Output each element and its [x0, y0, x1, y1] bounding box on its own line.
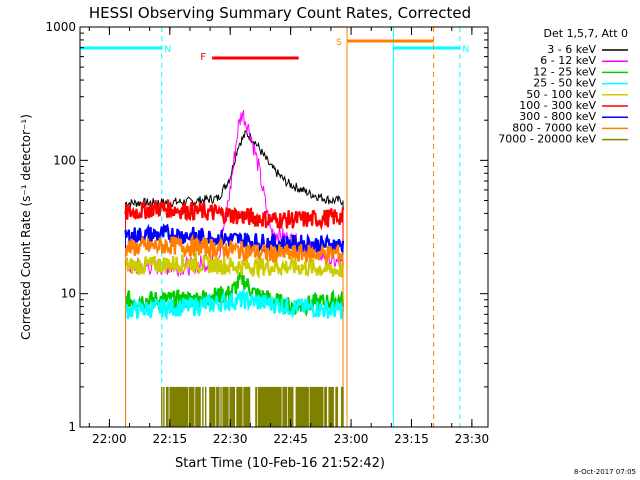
plot-area: N N S F: [79, 27, 469, 427]
chart-title: HESSI Observing Summary Count Rates, Cor…: [89, 4, 471, 22]
legend-label: 6 - 12 keV: [540, 54, 596, 67]
legend-label: 300 - 800 keV: [519, 110, 596, 123]
axes: 1 10 100 1000 22:00 22:15 22:30 22:45 23:00 23:15…: [45, 20, 489, 446]
legend-label: 50 - 100 keV: [526, 88, 596, 101]
y-tick-label: 1: [68, 420, 76, 434]
x-tick-label: 22:15: [153, 432, 188, 446]
series-line: [125, 129, 344, 209]
night-label: N: [462, 45, 469, 55]
y-axis-label: Corrected Count Rate (s⁻¹ detector⁻¹): [19, 114, 33, 340]
series-line: [124, 223, 345, 255]
y-tick-label: 100: [53, 153, 76, 167]
x-tick-label: 22:30: [213, 432, 248, 446]
x-tick-label: 23:00: [334, 432, 369, 446]
x-axis-label: Start Time (10-Feb-16 21:52:42): [175, 456, 385, 471]
flare-label: F: [200, 52, 206, 63]
legend-label: 800 - 7000 keV: [512, 121, 596, 134]
legend-label: 25 - 50 keV: [533, 77, 596, 90]
saa-label: S: [336, 38, 342, 48]
y-tick-label: 10: [61, 287, 76, 301]
footer-timestamp: 8-Oct-2017 07:05: [574, 468, 636, 476]
y-tick-label: 1000: [45, 20, 76, 34]
plot-frame: [79, 26, 489, 428]
legend-label: 100 - 300 keV: [519, 99, 596, 112]
legend-label: 7000 - 20000 keV: [498, 133, 596, 146]
x-tick-label: 22:00: [92, 432, 127, 446]
legend-header: Det 1,5,7, Att 0: [544, 27, 628, 40]
legend-label: 3 - 6 keV: [547, 43, 596, 56]
series-line: [124, 199, 345, 231]
series-line: [124, 233, 345, 266]
legend-label: 12 - 25 keV: [533, 65, 596, 78]
series-line: [161, 386, 344, 427]
x-tick-label: 23:30: [455, 432, 490, 446]
x-tick-label: 22:45: [273, 432, 308, 446]
x-tick-label: 23:15: [394, 432, 429, 446]
night-label: N: [164, 45, 171, 55]
series-line: [124, 287, 345, 321]
series-line: [124, 250, 345, 279]
